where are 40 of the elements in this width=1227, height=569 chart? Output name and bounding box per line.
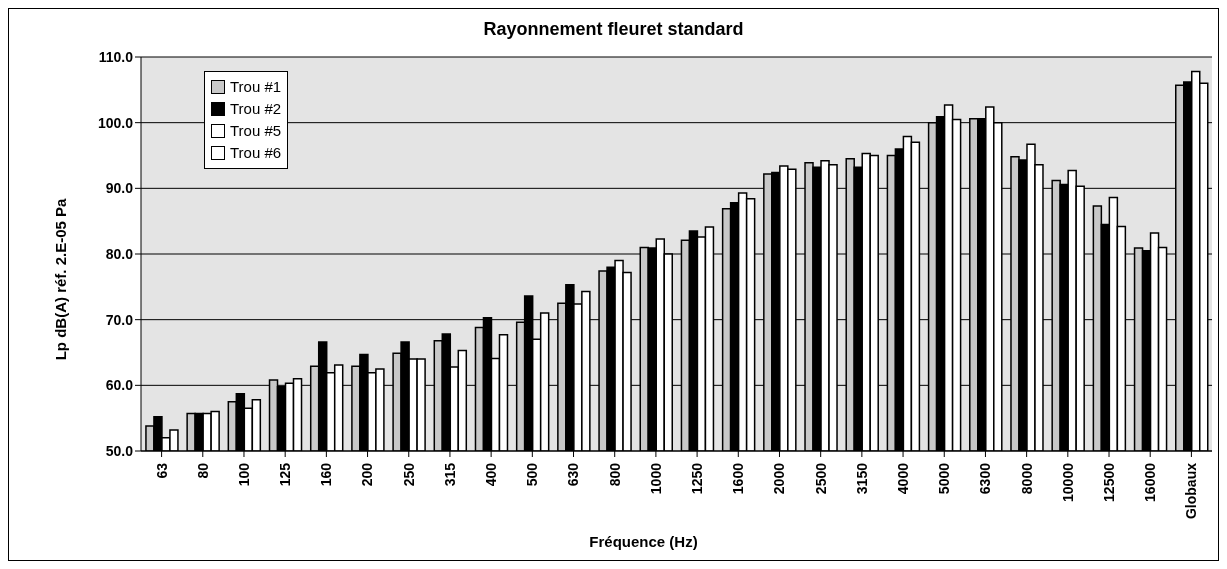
x-tick-label: 200 (359, 462, 376, 487)
x-tick-label: 12500 (1100, 462, 1117, 502)
legend-label: Trou #6 (230, 143, 282, 163)
y-tick-label: 80.0 (105, 245, 134, 262)
x-tick-label: 8000 (1018, 462, 1035, 495)
x-axis-title: Fréquence (Hz) (588, 533, 699, 550)
x-tick-label: 160 (318, 462, 335, 487)
x-tick-label: 500 (524, 462, 541, 487)
x-tick-label: 800 (606, 462, 623, 487)
x-tick-label: 1250 (689, 462, 706, 495)
x-tick-label: 16000 (1142, 462, 1159, 502)
x-tick-label: 400 (483, 462, 500, 487)
y-tick-label: 110.0 (98, 48, 134, 65)
x-tick-label: 1000 (647, 462, 664, 495)
y-axis-title: Lp dB(A) réf. 2.E-05 Pa (52, 198, 70, 360)
x-tick-label: 5000 (936, 462, 953, 495)
y-tick-label: 60.0 (105, 377, 134, 394)
x-tick-label: 1600 (730, 462, 747, 495)
x-tick-label: 125 (277, 462, 294, 487)
y-tick-label: 100.0 (97, 114, 134, 131)
x-tick-label: 4000 (895, 462, 911, 495)
x-tick-label: 630 (565, 462, 582, 487)
x-tick-label: 80 (194, 462, 211, 479)
x-tick-label: Globaux (1183, 462, 1200, 520)
x-tick-label: 2500 (812, 462, 829, 495)
x-tick-label: 250 (400, 462, 417, 487)
x-tick-label: 315 (441, 462, 458, 487)
y-tick-label: 70.0 (105, 311, 134, 328)
x-tick-label: 63 (153, 462, 170, 479)
x-tick-label: 2000 (771, 462, 788, 495)
x-tick-label: 6300 (977, 462, 994, 495)
y-tick-label: 50.0 (105, 442, 134, 459)
legend-label: Trou #5 (230, 121, 282, 141)
x-tick-label: 3150 (853, 462, 870, 495)
chart-title: Rayonnement fleuret standard (482, 19, 745, 40)
legend-label: Trou #1 (230, 77, 282, 97)
x-tick-label: 100 (235, 462, 252, 487)
legend-label: Trou #2 (230, 99, 282, 119)
x-tick-label: 10000 (1059, 462, 1076, 502)
y-tick-label: 90.0 (105, 180, 134, 197)
